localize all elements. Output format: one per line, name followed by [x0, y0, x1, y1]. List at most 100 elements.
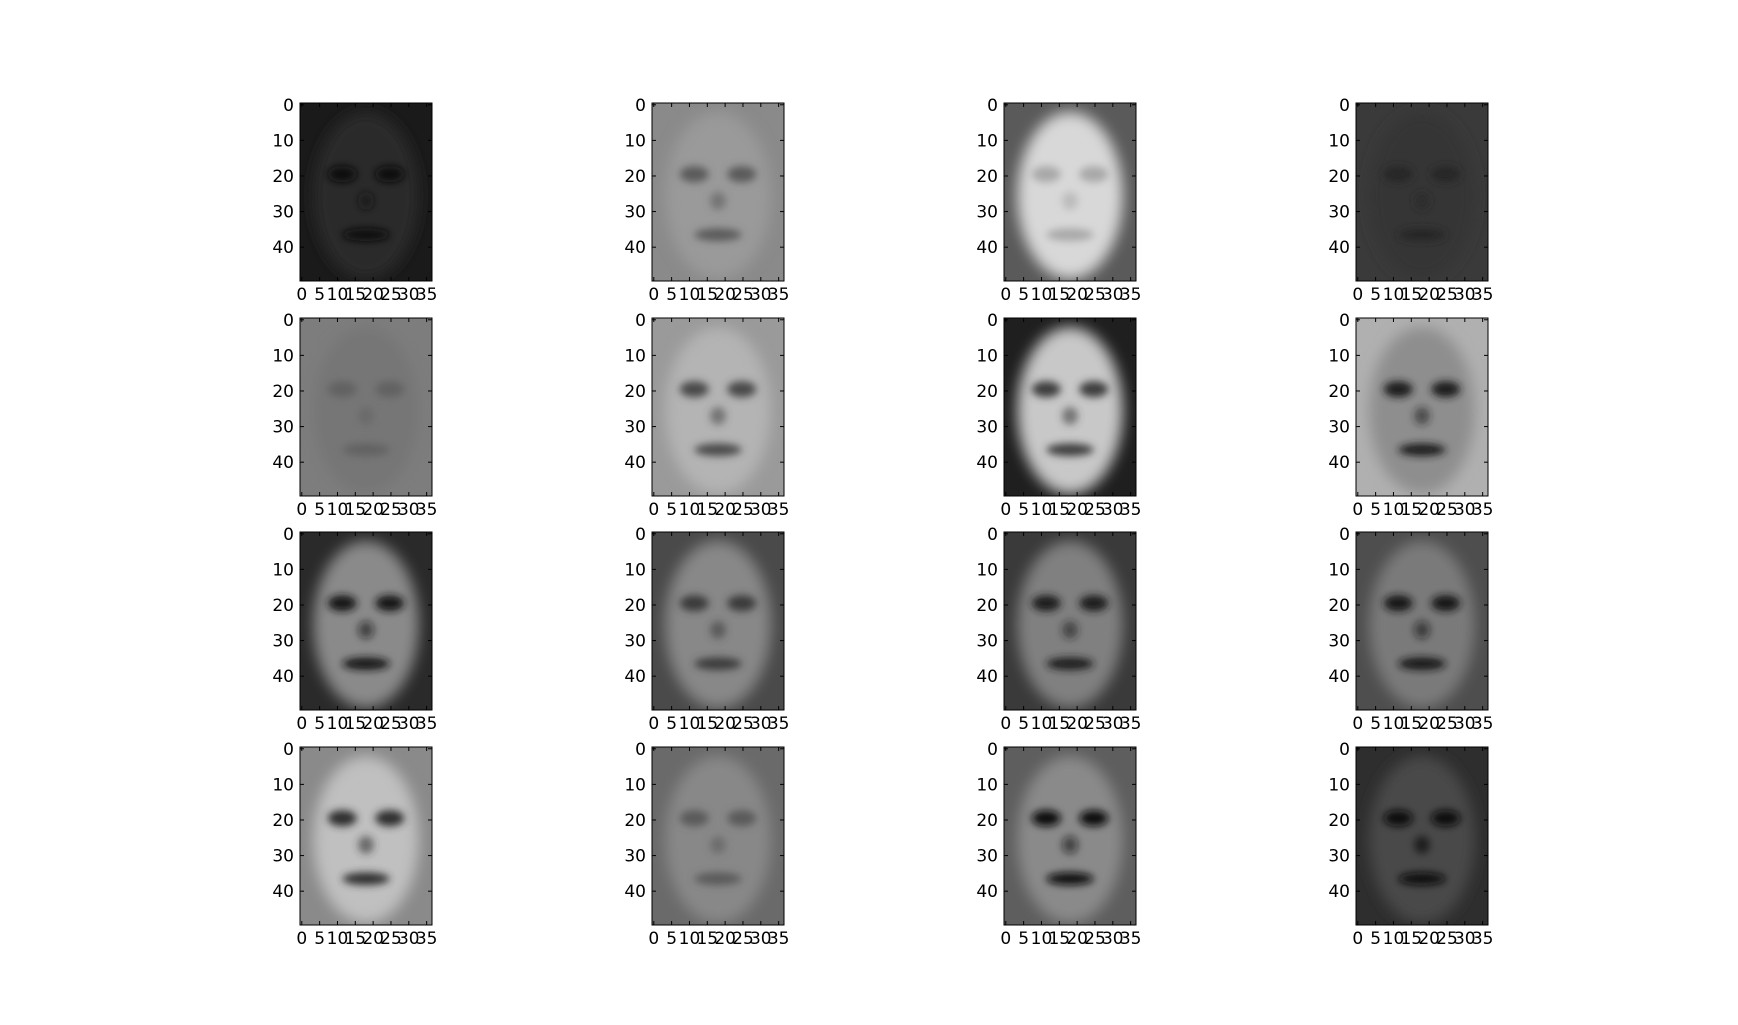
eigenface-image	[300, 318, 432, 496]
nose-region	[710, 407, 726, 425]
axes-frame	[1003, 746, 1137, 926]
x-tick-label: 0	[296, 500, 307, 520]
y-tick-label: 10	[976, 346, 998, 366]
x-tick-label: 15	[696, 500, 718, 520]
x-tick-label: 30	[1102, 714, 1124, 734]
x-tick-label: 5	[1370, 285, 1381, 305]
x-tick-label: 5	[1018, 285, 1029, 305]
eigenface-image	[300, 747, 432, 925]
x-tick-label: 5	[666, 929, 677, 949]
x-tick-label: 0	[1352, 929, 1363, 949]
x-tick-label: 25	[1436, 500, 1458, 520]
mouth-region	[1398, 657, 1446, 670]
nose-region	[358, 621, 374, 639]
y-tick-label: 30	[1328, 632, 1350, 652]
x-tick-label: 25	[1084, 500, 1106, 520]
y-tick-label: 30	[624, 203, 646, 223]
mouth-region	[1046, 443, 1094, 456]
x-tick-label: 20	[714, 929, 736, 949]
x-tick-label: 10	[1031, 714, 1053, 734]
y-tick-label: 20	[624, 596, 646, 616]
y-tick-label: 40	[976, 882, 998, 902]
x-tick-label: 25	[732, 500, 754, 520]
x-tick-label: 35	[768, 929, 790, 949]
y-tick-label: 30	[624, 847, 646, 867]
y-tick-label: 40	[1328, 453, 1350, 473]
x-tick-label: 35	[416, 285, 438, 305]
x-tick-label: 15	[1048, 285, 1070, 305]
x-tick-label: 20	[1066, 929, 1088, 949]
mouth-region	[694, 443, 742, 456]
x-tick-label: 10	[327, 500, 349, 520]
x-tick-label: 15	[1048, 500, 1070, 520]
y-tick-label: 30	[272, 418, 294, 438]
y-tick-label: 40	[976, 453, 998, 473]
x-tick-label: 10	[679, 714, 701, 734]
right-eye-region	[375, 166, 405, 183]
y-tick-label: 40	[624, 453, 646, 473]
x-tick-label: 30	[398, 714, 420, 734]
x-tick-label: 10	[679, 929, 701, 949]
left-eye-region	[327, 595, 357, 612]
x-tick-label: 25	[380, 929, 402, 949]
left-eye-region	[1383, 595, 1413, 612]
nose-region	[1062, 407, 1078, 425]
left-eye-region	[1031, 381, 1061, 398]
y-tick-label: 40	[1328, 882, 1350, 902]
x-tick-label: 5	[314, 500, 325, 520]
y-tick-label: 10	[272, 775, 294, 795]
left-eye-region	[1031, 810, 1061, 827]
axes-frame	[1355, 102, 1489, 282]
x-tick-label: 25	[1084, 714, 1106, 734]
x-tick-label: 35	[1120, 500, 1142, 520]
y-tick-label: 30	[272, 203, 294, 223]
eigenface-image	[652, 318, 784, 496]
x-tick-label: 0	[1000, 929, 1011, 949]
nose-region	[710, 836, 726, 854]
y-tick-label: 20	[624, 811, 646, 831]
y-tick-label: 30	[1328, 847, 1350, 867]
x-tick-label: 10	[1031, 929, 1053, 949]
right-eye-region	[1431, 595, 1461, 612]
y-tick-label: 10	[624, 560, 646, 580]
x-tick-label: 5	[314, 714, 325, 734]
x-tick-label: 15	[1048, 714, 1070, 734]
x-tick-label: 35	[768, 714, 790, 734]
mouth-region	[1398, 228, 1446, 241]
y-tick-label: 0	[1339, 96, 1350, 116]
axes-frame	[651, 531, 785, 711]
x-tick-label: 5	[314, 929, 325, 949]
x-tick-label: 30	[1102, 285, 1124, 305]
eigenface-image	[300, 103, 432, 281]
right-eye-region	[727, 595, 757, 612]
y-tick-label: 0	[635, 740, 646, 760]
x-tick-label: 25	[1436, 714, 1458, 734]
x-tick-label: 10	[327, 929, 349, 949]
x-tick-label: 35	[1120, 714, 1142, 734]
x-tick-label: 35	[1472, 285, 1494, 305]
x-tick-label: 30	[398, 285, 420, 305]
y-tick-label: 0	[283, 740, 294, 760]
x-tick-label: 30	[1454, 500, 1476, 520]
x-tick-label: 30	[1454, 714, 1476, 734]
right-eye-region	[727, 810, 757, 827]
y-tick-label: 40	[272, 453, 294, 473]
x-tick-label: 10	[1383, 285, 1405, 305]
x-tick-label: 5	[314, 285, 325, 305]
x-tick-label: 30	[1102, 500, 1124, 520]
axes-frame	[299, 102, 433, 282]
eigenface-image	[1356, 532, 1488, 710]
x-tick-label: 15	[344, 929, 366, 949]
x-tick-label: 10	[327, 714, 349, 734]
x-tick-label: 25	[380, 500, 402, 520]
x-tick-label: 20	[1418, 714, 1440, 734]
right-eye-region	[1079, 166, 1109, 183]
x-tick-label: 0	[1352, 500, 1363, 520]
